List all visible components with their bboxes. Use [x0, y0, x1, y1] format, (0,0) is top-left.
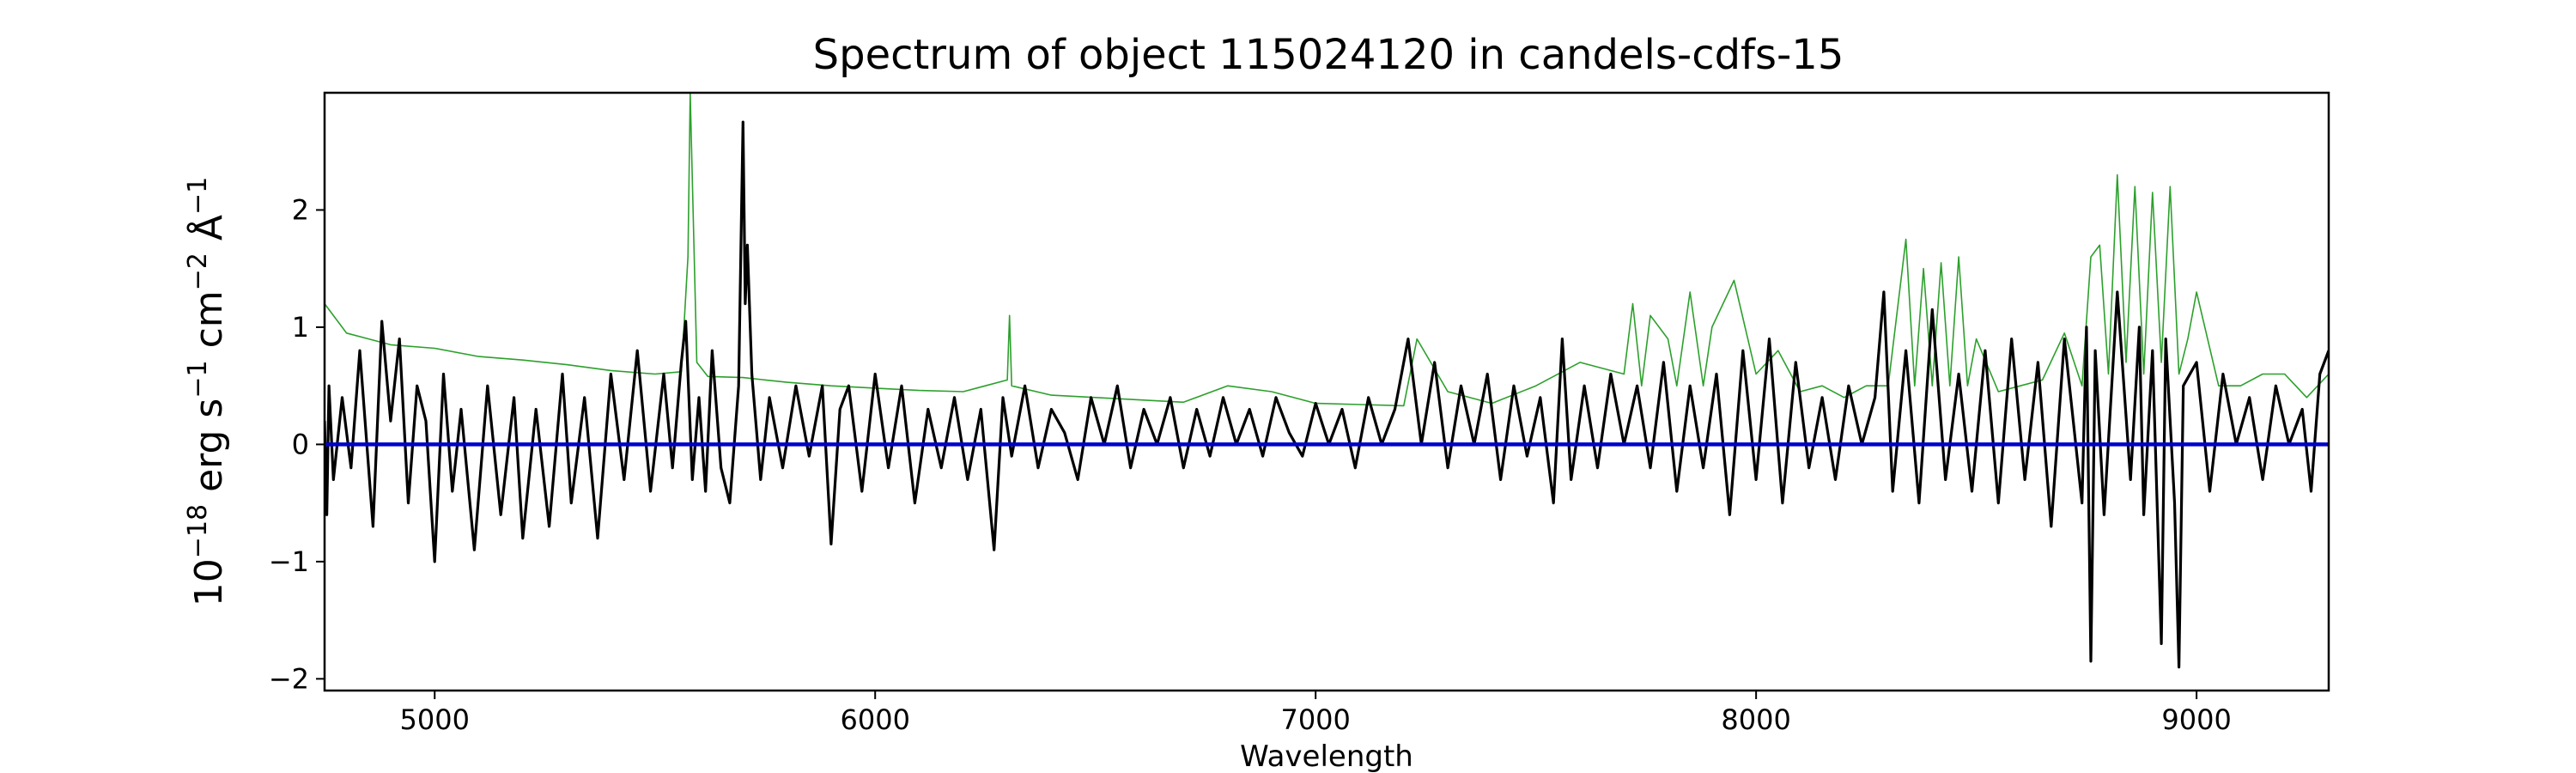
y-label-unit1: erg s	[187, 399, 231, 504]
x-tick-label: 5000	[400, 703, 470, 736]
y-label-exp4: −1	[183, 177, 213, 215]
series-line-noise	[325, 93, 2329, 407]
y-label-unit3: Å	[185, 215, 231, 253]
x-axis: 5000 6000 7000 8000 9000	[400, 691, 2232, 736]
x-tick-label: 9000	[2161, 703, 2231, 736]
y-label-exp2: −1	[183, 360, 213, 398]
y-label-unit2: cm	[187, 290, 231, 360]
y-tick-label: 1	[292, 311, 309, 344]
y-tick-label: 0	[292, 428, 309, 460]
y-tick-label: −1	[269, 545, 309, 578]
y-axis: −2 −1 0 1 2	[269, 193, 325, 695]
series-layer	[325, 93, 2329, 669]
y-label-exp1: −18	[183, 504, 213, 558]
plot-frame	[323, 91, 2330, 692]
y-label-prefix: 10	[187, 558, 231, 606]
y-tick-label: −2	[269, 662, 309, 695]
x-axis-label: Wavelength	[1240, 740, 1413, 773]
chart-title: Spectrum of object 115024120 in candels-…	[813, 31, 1844, 79]
x-tick-label: 7000	[1280, 703, 1350, 736]
x-tick-label: 8000	[1721, 703, 1790, 736]
y-tick-label: 2	[292, 193, 309, 226]
y-axis-label: 10−18 erg s−1 cm−2 Å−1	[183, 177, 231, 606]
y-label-exp3: −2	[183, 253, 213, 290]
x-tick-label: 6000	[840, 703, 909, 736]
